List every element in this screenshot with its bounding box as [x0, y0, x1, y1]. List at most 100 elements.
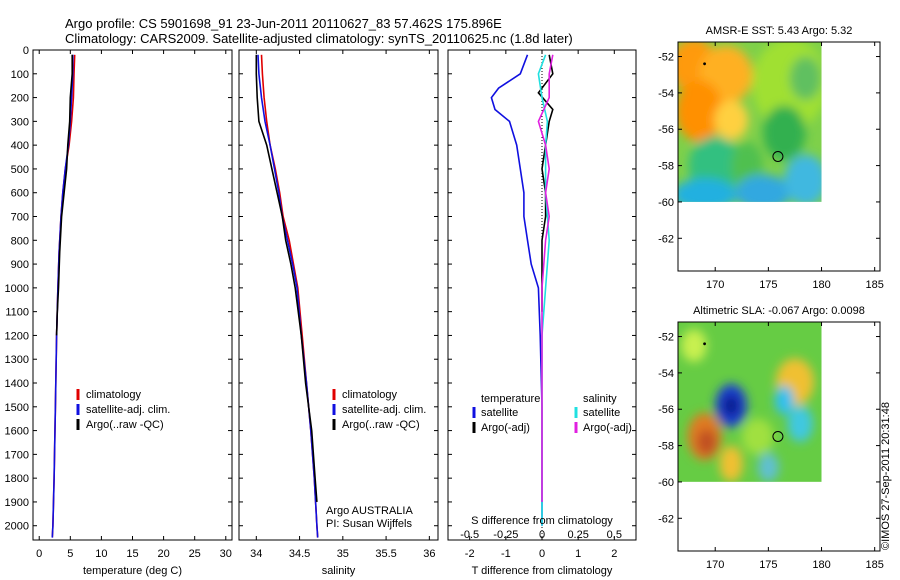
panel-frame: [32, 49, 233, 541]
x-tick-label: 170: [706, 559, 724, 571]
x-tick-label: -1: [501, 548, 511, 560]
legend-title: salinity: [583, 393, 617, 405]
y-tick-label: 1600: [5, 426, 29, 438]
x-tick-label: 35.5: [375, 548, 396, 560]
salinity-panel: 34 34.5 35 35.5 36 salinity climatology satelli…: [238, 49, 439, 577]
map-anomaly: [681, 329, 707, 362]
series-line: [537, 54, 554, 502]
map-title: AMSR-E SST: 5.43 Argo: 5.32: [706, 25, 853, 37]
map-title: Altimetric SLA: -0.067 Argo: 0.0098: [693, 305, 865, 317]
x-tick-label: 175: [759, 559, 777, 571]
legend-label: Argo(..raw -QC): [342, 419, 420, 431]
top-tick-label: 0.5: [607, 529, 622, 541]
map-anomaly: [678, 178, 737, 202]
legend-label: satellite: [583, 407, 620, 419]
top-tick-label: -0.25: [493, 529, 518, 541]
series-line: [257, 54, 319, 538]
series-line: [260, 54, 319, 538]
legend-label: satellite: [481, 407, 518, 419]
x-tick-label: 175: [759, 279, 777, 291]
x-tick-label: 180: [812, 559, 830, 571]
y-tick-label: 100: [11, 69, 29, 81]
map-anomaly: [784, 154, 822, 202]
map-anomaly: [774, 385, 794, 415]
x-axis-label: T difference from climatology: [472, 565, 613, 577]
legend-title: temperature: [481, 393, 540, 405]
x-tick-label: 185: [866, 279, 884, 291]
y-tick-label: -60: [658, 477, 674, 489]
argo-position-marker: [772, 151, 784, 162]
start-position-marker: [703, 342, 706, 346]
start-position-marker: [703, 62, 706, 66]
y-tick-label: -62: [658, 233, 674, 245]
map-anomaly: [678, 80, 723, 142]
x-axis-label-top: S difference from climatology: [471, 515, 613, 527]
legend-label: satellite-adj. clim.: [86, 404, 170, 416]
map-blobs: [681, 329, 815, 482]
x-tick-label: 15: [126, 548, 138, 560]
series-line: [490, 54, 543, 526]
map-anomaly: [757, 452, 779, 482]
x-tick-label: 185: [866, 559, 884, 571]
y-tick-label: 200: [11, 93, 29, 105]
x-tick-label: 36: [423, 548, 435, 560]
x-tick-label: 170: [706, 279, 724, 291]
x-tick-label: 2: [611, 548, 617, 560]
legend-label: Argo(-adj): [481, 422, 530, 434]
y-tick-label: -60: [658, 197, 674, 209]
y-tick-label: -56: [658, 124, 674, 136]
map-anomaly: [763, 105, 806, 161]
y-tick-label: 600: [11, 188, 29, 200]
map-anomaly: [722, 394, 740, 417]
map-anomaly: [697, 429, 717, 455]
map-anomaly: [719, 445, 743, 482]
x-axis-label: temperature (deg C): [83, 565, 182, 577]
x-tick-label: 0: [539, 548, 545, 560]
x-tick-label: 10: [95, 548, 107, 560]
y-tick-label: 800: [11, 235, 29, 247]
annotation-text: PI: Susan Wijffels: [326, 518, 412, 530]
y-tick-label: 0: [23, 45, 29, 57]
y-tick-label: -52: [658, 52, 674, 64]
y-tick-label: 1900: [5, 497, 29, 509]
map-frame: [677, 321, 881, 552]
x-tick-label: 180: [812, 279, 830, 291]
temperature-panel: 0100200300400500600700800900100011001200…: [5, 45, 233, 577]
map-blobs: [678, 42, 822, 202]
argo-position-marker: [772, 431, 784, 442]
annotation-text: Argo AUSTRALIA: [326, 505, 413, 517]
legend-label: Argo(-adj): [583, 422, 632, 434]
y-tick-label: 1700: [5, 449, 29, 461]
x-tick-label: -2: [465, 548, 475, 560]
y-tick-label: 1200: [5, 330, 29, 342]
x-tick-label: 1: [575, 548, 581, 560]
y-tick-label: -58: [658, 161, 674, 173]
y-tick-label: 2000: [5, 521, 29, 533]
map-field: [678, 42, 822, 202]
map-anomaly: [789, 56, 822, 101]
x-axis-label: salinity: [322, 565, 356, 577]
top-tick-label: -0.5: [460, 529, 479, 541]
x-tick-label: 20: [157, 548, 169, 560]
y-tick-label: 1800: [5, 473, 29, 485]
series-line: [255, 54, 318, 502]
series-line: [55, 54, 73, 336]
series-line: [537, 54, 554, 312]
y-tick-label: 1500: [5, 402, 29, 414]
sst-map-panel: 170 175 180 185 -52 -54 -56 -58 -60 -62 AMSR-E SST…: [658, 25, 884, 291]
y-tick-label: -62: [658, 513, 674, 525]
y-tick-label: 400: [11, 140, 29, 152]
top-tick-label: 0: [539, 529, 545, 541]
y-tick-label: 700: [11, 212, 29, 224]
x-tick-label: 35: [337, 548, 349, 560]
y-tick-label: -54: [658, 88, 674, 100]
x-tick-label: 5: [67, 548, 73, 560]
y-tick-label: -58: [658, 441, 674, 453]
legend-label: Argo(..raw -QC): [86, 419, 164, 431]
map-anomaly: [714, 100, 749, 141]
series-line: [51, 54, 76, 538]
title-line-1: Argo profile: CS 5901698_91 23-Jun-2011 …: [65, 16, 502, 31]
difference-panel: -2 -1 0 1 2 T difference from climatology temp…: [447, 49, 637, 577]
title-line-2: Climatology: CARS2009. Satellite-adjuste…: [65, 31, 573, 46]
